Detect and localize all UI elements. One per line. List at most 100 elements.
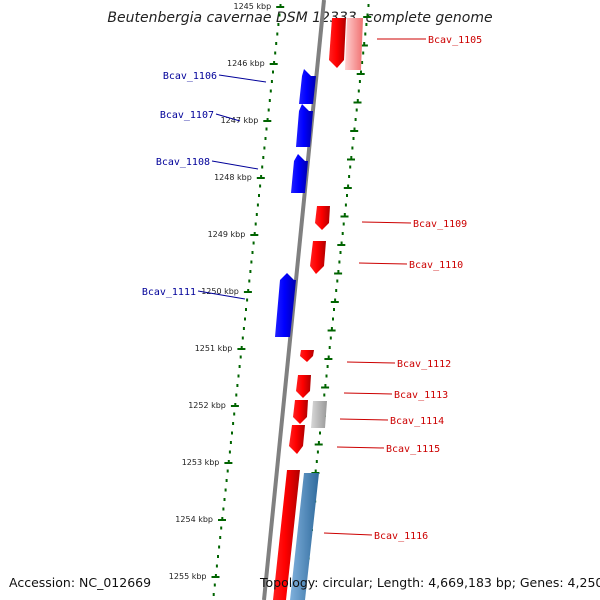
gene-arrow-bcav-1109[interactable] [315,206,330,230]
ring-dot [240,346,243,349]
steel-gene-feature [290,473,319,600]
ring-dot [260,175,263,178]
kbp-tick-mark [230,405,239,407]
genome-backbone [262,0,326,600]
ring-dot [270,80,273,83]
gene-arrow-bcav-1105[interactable] [329,18,346,68]
ring-dot [212,593,215,596]
ring-dot [220,526,223,530]
gene-label[interactable]: Bcav_1113 [394,390,448,401]
ring-dot [337,270,340,273]
gene-arrow-bcav-1111[interactable] [275,273,296,337]
ring-dot [244,317,246,321]
gene-label[interactable]: Bcav_1106 [163,71,217,82]
ring-dash [350,130,359,132]
ring-dot [249,270,252,273]
ring-dot [325,374,328,378]
ring-dot [234,403,237,406]
ring-dash [337,244,346,246]
ring-dot [329,336,332,340]
ring-dot [349,165,352,169]
kbp-tick-mark [243,291,252,293]
gene-label[interactable]: Bcav_1116 [374,531,428,542]
gene-label[interactable]: Bcav_1107 [160,110,214,121]
ring-dot [254,222,257,226]
faded-gene-feature [345,18,363,70]
ring-dot [247,289,250,292]
ring-dot [242,327,245,330]
ring-dot [274,51,277,55]
kbp-tick-label: 1252 kbp [188,401,226,410]
ring-dot [250,260,253,264]
kbp-tick-label: 1253 kbp [182,458,220,467]
kbp-tick-label: 1251 kbp [195,344,233,353]
ring-dash [363,16,372,18]
gene-label[interactable]: Bcav_1110 [409,260,463,271]
ring-dot [361,61,364,64]
ring-dot [253,232,256,235]
gene-label[interactable]: Bcav_1115 [386,444,440,455]
ring-dot [355,108,358,112]
kbp-tick-label: 1250 kbp [201,287,239,296]
gene-arrow-bcav-1106[interactable] [299,69,316,104]
ring-dash [340,215,349,218]
ring-dot [228,450,231,454]
kbp-tick-label: 1255 kbp [169,572,207,581]
ring-dot [344,203,347,207]
ring-dot [366,13,369,17]
ring-dash [334,272,343,275]
ring-dot [367,4,370,7]
gene-leader-line [218,74,267,83]
gene-label[interactable]: Bcav_1112 [397,359,451,370]
ring-dot [217,555,219,558]
ring-dot [363,42,366,45]
gene-leader-line [346,361,396,364]
ring-dot [353,127,356,131]
gene-label[interactable]: Bcav_1111 [142,287,196,298]
ring-dot [319,431,321,435]
feature-track [273,18,363,600]
ring-dot [341,232,344,235]
gene-arrow-bcav-1108[interactable] [291,154,308,193]
gene-label[interactable]: Bcav_1114 [390,416,444,427]
ring-dot [340,241,343,245]
ring-dot [235,393,238,397]
ring-dot [335,289,338,292]
ring-dash [330,301,339,303]
gene-label[interactable]: Bcav_1105 [428,35,482,46]
gene-arrow-bcav-1107[interactable] [296,104,313,147]
gene-arrow-bcav-1110[interactable] [310,241,326,274]
ring-dot [347,184,350,188]
ring-dot [258,194,260,197]
gene-arrow-bcav-1113[interactable] [296,375,311,398]
ring-dot [256,203,259,207]
ring-dot [221,517,224,520]
ring-dot [224,488,227,492]
ring-dot [233,412,236,416]
gene-leader-line [336,446,385,449]
ring-dot [338,260,341,264]
ring-dot [278,13,281,17]
ring-dot [264,137,267,140]
gene-leader-line [343,392,393,395]
ring-dot [330,327,333,330]
ring-dot [315,460,318,463]
ring-dot [272,70,274,74]
ring-dot [223,498,226,501]
gene-label[interactable]: Bcav_1108 [156,157,210,168]
gene-arrow-bcav-1116[interactable] [273,470,300,600]
ring-dot [251,251,254,254]
kbp-tick-label: 1254 kbp [175,515,213,524]
gene-arrow-bcav-1115[interactable] [289,425,305,454]
gene-leader-line [323,532,373,536]
ring-dot [238,365,241,368]
kbp-tick-mark [211,576,220,578]
accession-text: Accession: NC_012669 [9,575,152,590]
ring-dot [275,42,278,45]
gene-leader-line [361,221,412,224]
ring-dot [357,89,360,93]
gene-label[interactable]: Bcav_1109 [413,219,467,230]
gene-arrow-bcav-1114[interactable] [293,400,308,424]
gene-arrow-bcav-1112[interactable] [300,350,314,362]
ring-dot [316,450,319,454]
